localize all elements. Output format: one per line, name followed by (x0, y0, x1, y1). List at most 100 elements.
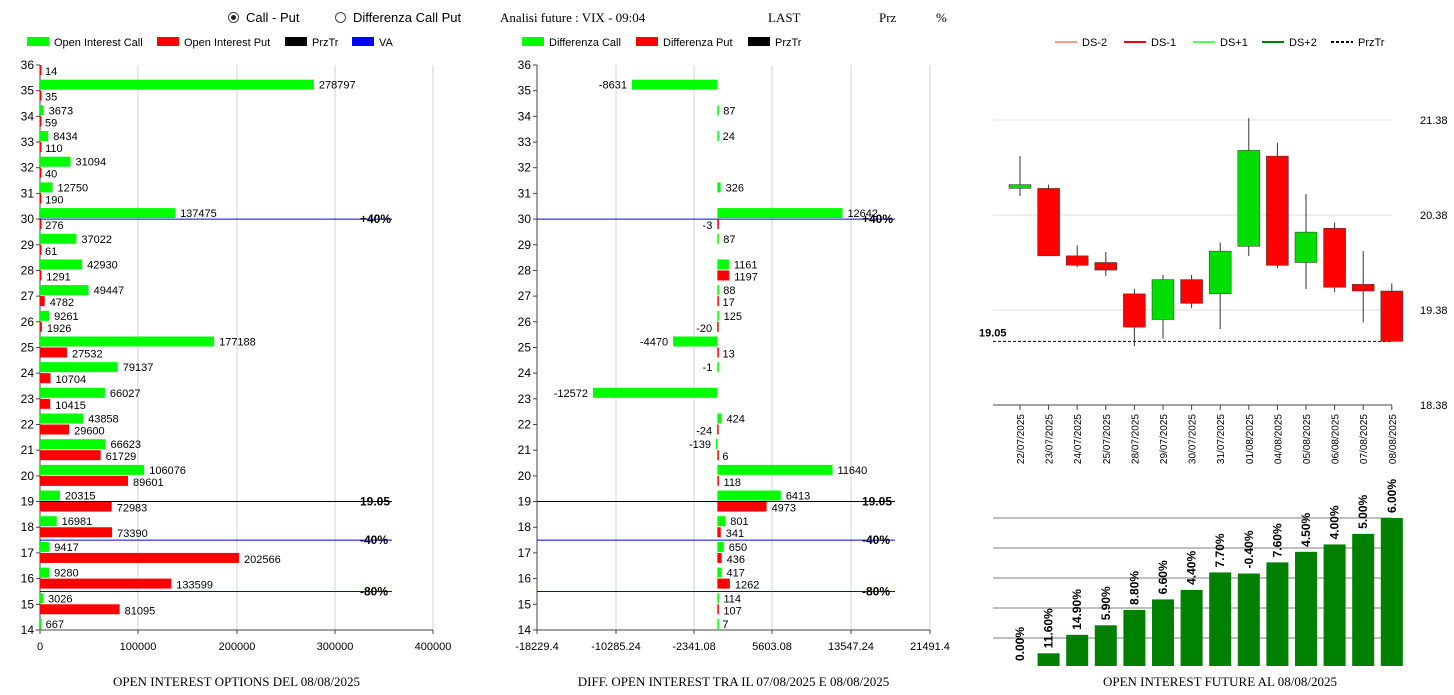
legend-oi-2-label: PrzTr (312, 37, 339, 49)
put-value-0-14: 29600 (74, 426, 105, 438)
future-bar-label-9: 7.60% (1270, 523, 1284, 557)
call-value-0-2: 3673 (49, 105, 73, 117)
put-bar-0-3 (40, 142, 42, 153)
put-bar-1-8 (717, 270, 730, 281)
future-bar-label-11: 4.00% (1328, 505, 1342, 539)
candle-body-3 (1094, 262, 1118, 271)
call-value-0-7: 37022 (81, 234, 112, 246)
y-tick-label-0-21: 15 (21, 597, 35, 611)
call-bar-0-20 (40, 567, 50, 578)
call-bar-0-3 (40, 131, 49, 142)
put-bar-0-16 (40, 475, 129, 486)
candle-xtick-label-1: 23/07/2025 (1045, 414, 1056, 464)
put-value-0-17: 72983 (117, 503, 148, 515)
put-value-1-9: 17 (723, 297, 735, 309)
legend-oi-3-label: VA (379, 37, 394, 49)
call-bar-0-18 (40, 516, 57, 527)
call-value-1-3: 24 (723, 131, 735, 143)
call-bar-0-22 (40, 618, 42, 629)
y-tick-label-0-10: 26 (21, 315, 35, 329)
call-bar-0-6 (40, 208, 176, 219)
radio-call-put-label[interactable]: Call - Put (246, 10, 300, 25)
call-bar-0-15 (40, 439, 106, 450)
y-tick-label-0-2: 34 (21, 109, 35, 123)
legend-diff-0-label: Differenza Call (549, 37, 621, 49)
x-tick-label-1-5: 21491.4 (910, 641, 950, 653)
future-bar-7 (1209, 572, 1232, 666)
y-tick-label-0-19: 17 (21, 546, 35, 560)
put-value-0-18: 73390 (117, 528, 148, 540)
radio-differenza-call-put[interactable] (335, 12, 346, 23)
call-bar-0-21 (40, 593, 43, 604)
put-bar-0-12 (40, 373, 51, 384)
radio-call-put[interactable] (228, 12, 239, 23)
candle-xtick-label-9: 04/08/2025 (1273, 414, 1284, 464)
candle-xtick-label-2: 24/07/2025 (1073, 414, 1084, 464)
ref-label-0-2: -40% (360, 533, 388, 547)
y-tick-label-1-3: 33 (518, 135, 532, 149)
call-value-0-6: 137475 (180, 208, 217, 220)
y-tick-label-1-4: 32 (518, 161, 532, 175)
put-bar-0-1 (40, 90, 42, 101)
x-tick-label-1-1: -10285.24 (591, 641, 641, 653)
call-bar-1-15 (715, 439, 718, 450)
call-value-1-18: 801 (730, 516, 748, 528)
chart-title-3: OPEN INTEREST FUTURE AL 08/08/2025 (1103, 674, 1337, 689)
put-value-0-6: 276 (45, 220, 63, 232)
call-bar-1-16 (717, 464, 833, 475)
legend-candle-label-0: DS-2 (1082, 37, 1107, 49)
future-bar-label-6: 4.40% (1185, 551, 1199, 585)
put-value-1-10: -20 (696, 323, 712, 335)
y-tick-label-0-22: 14 (21, 623, 35, 637)
put-bar-1-10 (717, 321, 719, 332)
call-value-0-4: 31094 (76, 157, 107, 169)
put-value-1-6: -3 (703, 220, 713, 232)
future-bar-label-4: 8.80% (1127, 571, 1141, 605)
candle-body-8 (1237, 150, 1261, 247)
put-value-1-21: 107 (723, 605, 741, 617)
future-bar-10 (1295, 551, 1317, 666)
call-value-0-13: 66027 (110, 388, 141, 400)
y-tick-label-1-8: 28 (518, 263, 532, 277)
x-tick-label-0-4: 400000 (415, 641, 452, 653)
call-value-0-9: 49447 (94, 285, 125, 297)
candle-body-13 (1380, 290, 1404, 342)
y-tick-label-1-14: 22 (518, 418, 532, 432)
call-bar-1-21 (717, 593, 719, 604)
put-value-0-21: 81095 (125, 605, 156, 617)
future-bar-1 (1037, 653, 1060, 666)
call-value-1-6: 12642 (847, 208, 878, 220)
y-tick-label-0-13: 23 (21, 392, 35, 406)
call-bar-0-10 (40, 310, 50, 321)
call-value-1-9: 88 (723, 285, 735, 297)
future-bar-6 (1180, 589, 1203, 666)
call-bar-1-13 (592, 387, 718, 398)
call-value-1-8: 1161 (734, 259, 758, 271)
put-bar-0-6 (40, 219, 42, 230)
call-bar-0-17 (40, 490, 60, 501)
put-bar-0-21 (40, 604, 120, 615)
y-tick-label-1-18: 18 (518, 520, 532, 534)
candle-ytick-2: 19.38 (1420, 305, 1448, 317)
future-bar-label-12: 5.00% (1356, 495, 1370, 529)
put-bar-1-17 (717, 501, 767, 512)
legend-diff-2-swatch (748, 37, 770, 46)
put-bar-0-19 (40, 552, 240, 563)
put-bar-1-15 (717, 450, 719, 461)
future-bar-label-5: 6.60% (1156, 560, 1170, 594)
radio-differenza-label[interactable]: Differenza Call Put (353, 10, 462, 25)
put-value-1-20: 1262 (735, 580, 759, 592)
candle-body-5 (1151, 279, 1175, 320)
call-value-0-1: 278797 (319, 80, 356, 92)
y-tick-label-1-15: 21 (518, 443, 532, 457)
prz-label: Prz (879, 10, 897, 25)
y-tick-label-0-5: 31 (21, 186, 35, 200)
y-tick-label-0-17: 19 (21, 495, 35, 509)
call-value-1-2: 87 (723, 105, 735, 117)
future-bar-13 (1380, 518, 1403, 666)
put-value-0-4: 40 (45, 169, 57, 181)
y-tick-label-1-7: 29 (518, 238, 532, 252)
put-value-0-19: 202566 (244, 554, 281, 566)
call-bar-0-4 (40, 156, 71, 167)
call-value-1-17: 6413 (786, 491, 810, 503)
